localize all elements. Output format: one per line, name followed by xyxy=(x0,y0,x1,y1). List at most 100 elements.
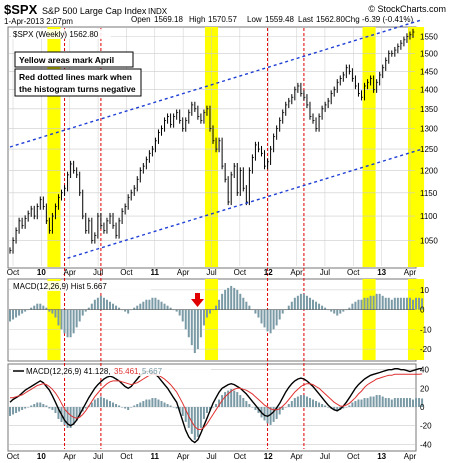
histogram-bar xyxy=(354,301,357,310)
red-note-box xyxy=(14,68,142,97)
histogram-bar xyxy=(66,309,69,338)
x-tick-label-macd: Oct xyxy=(120,452,133,461)
histogram-bar xyxy=(315,301,318,310)
macd-panel-histogram-bar xyxy=(208,407,211,410)
macd-panel-histogram-bar xyxy=(9,407,11,416)
channel-line-lower xyxy=(67,148,423,259)
histogram-bar xyxy=(178,309,181,316)
macd-panel-histogram-bar xyxy=(166,404,169,407)
index-name: S&P 500 Large Cap Index xyxy=(42,6,147,16)
histogram-bar xyxy=(308,297,311,310)
x-tick-label-price: Apr xyxy=(404,268,417,277)
histogram-bar xyxy=(296,295,299,310)
macd-panel-histogram-bar xyxy=(348,405,351,407)
last-value: 1562.80 xyxy=(316,15,345,24)
macd-panel-histogram-bar xyxy=(287,404,290,407)
histogram-bar xyxy=(154,297,157,310)
histogram-bar xyxy=(96,297,99,310)
x-tick-label-price: Oct xyxy=(7,268,20,277)
histogram-bar xyxy=(357,299,360,310)
x-tick-label-price: Jul xyxy=(206,268,216,277)
macd-panel-histogram-bar xyxy=(151,398,154,407)
macd-panel-histogram-bar xyxy=(121,407,124,408)
x-tick-label-macd: 10 xyxy=(37,452,46,461)
macd-panel-histogram-bar xyxy=(24,407,27,409)
histogram-legend: MACD(12,26,9) Hist 5.667 xyxy=(13,282,107,291)
histogram-bar xyxy=(305,295,308,310)
chg-value: -6.39 (-0.41%) xyxy=(362,15,413,24)
histogram-bar xyxy=(151,297,154,310)
macd-panel-histogram-bar xyxy=(66,407,69,428)
macd-panel-histogram-bar xyxy=(36,402,39,407)
macd-panel-histogram-bar xyxy=(75,407,78,421)
open-label: Open xyxy=(131,15,151,24)
x-tick-label-price: 12 xyxy=(264,268,273,277)
macd-panel-histogram-bar xyxy=(405,398,408,407)
histogram-bar xyxy=(51,309,54,314)
histogram-bar xyxy=(390,299,393,310)
macd-panel-histogram-bar xyxy=(266,407,269,424)
histogram-bar xyxy=(281,309,284,314)
histogram-bar xyxy=(387,297,390,310)
histogram-bar xyxy=(287,305,290,310)
price-y-tick-label: 1450 xyxy=(420,67,438,76)
histogram-bar xyxy=(69,309,72,338)
histogram-bar xyxy=(30,307,33,310)
macd-panel-histogram-bar xyxy=(196,407,199,437)
macd-panel-histogram-bar xyxy=(296,396,299,407)
macd-panel-histogram-bar xyxy=(302,395,305,407)
histogram-bar xyxy=(18,309,21,316)
macd-panel-histogram-bar xyxy=(27,407,30,408)
macd-panel-histogram-bar xyxy=(99,396,102,407)
histogram-bar xyxy=(408,297,411,310)
macd-legend-macd: MACD(12,26,9) 41.128, xyxy=(26,367,111,376)
macd-panel-histogram-bar xyxy=(393,398,396,407)
macd-panel-histogram-bar xyxy=(72,407,75,425)
histogram-bar xyxy=(157,299,160,310)
histogram-bar xyxy=(15,309,18,318)
macd-panel-histogram-bar xyxy=(321,404,324,407)
macd-panel-histogram-bar xyxy=(96,398,99,407)
macd-panel-histogram-bar xyxy=(45,405,48,407)
macd-panel-histogram-bar xyxy=(408,398,411,407)
macd-panel-histogram-bar xyxy=(193,407,196,440)
histogram-bar xyxy=(202,309,205,326)
macd-panel-histogram-bar xyxy=(112,402,115,407)
macd-panel-histogram-bar xyxy=(33,404,36,407)
histogram-bar xyxy=(33,305,36,310)
histogram-bar xyxy=(93,299,96,310)
hist-y-tick-label: 10 xyxy=(420,286,429,295)
histogram-bar xyxy=(242,297,245,310)
macd-panel-histogram-bar xyxy=(48,407,51,409)
macd-panel-histogram-bar xyxy=(178,407,181,412)
macd-panel-histogram-bar xyxy=(142,401,145,407)
histogram-bar xyxy=(87,307,90,310)
macd-panel-histogram-bar xyxy=(272,407,275,422)
open-value: 1569.18 xyxy=(154,15,183,24)
low-label: Low xyxy=(247,15,262,24)
histogram-bar xyxy=(118,307,121,310)
macd-panel-frame xyxy=(7,363,417,452)
macd-panel-histogram-bar xyxy=(163,402,166,407)
tick-labels-layer: 1050110011501200125013001350140014501500… xyxy=(7,32,439,461)
macd-panel-histogram-bar xyxy=(263,407,266,421)
hist-y-tick-label: -20 xyxy=(420,345,432,354)
histogram-bar xyxy=(105,299,108,310)
x-tick-label-macd: Apr xyxy=(63,452,76,461)
macd-y-tick-label: 0 xyxy=(420,403,425,412)
price-y-tick-label: 1150 xyxy=(420,189,438,198)
macd-panel-histogram-bar xyxy=(412,399,414,407)
histogram-bar xyxy=(166,305,169,310)
histogram-bar xyxy=(366,297,369,310)
histogram-bar xyxy=(224,289,227,310)
macd-panel-histogram-bar xyxy=(199,407,202,428)
histogram-bar xyxy=(381,295,384,310)
macd-panel-histogram-bar xyxy=(375,395,378,407)
macd-panel-histogram-bar xyxy=(293,398,296,407)
histogram-bar xyxy=(199,309,202,338)
histogram-bar xyxy=(384,297,387,310)
macd-panel-histogram-bar xyxy=(115,404,118,407)
histogram-bar xyxy=(290,301,293,310)
histogram-bar xyxy=(299,293,302,310)
april-band-hist-0 xyxy=(47,279,61,360)
